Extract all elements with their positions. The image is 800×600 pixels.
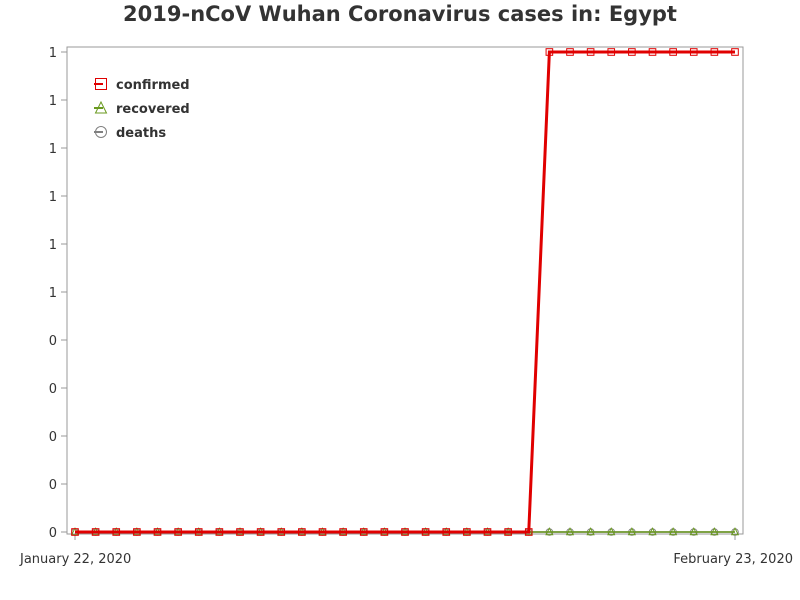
square-marker: [648, 48, 657, 56]
y-tick-label: 1: [49, 142, 57, 157]
square-marker: [194, 528, 203, 536]
square-marker: [483, 528, 492, 536]
square-marker: [669, 48, 677, 56]
y-tick-label: 0: [49, 334, 57, 349]
triangle-marker: [710, 527, 719, 536]
square-marker: [174, 528, 182, 536]
y-tick-label: 0: [49, 478, 57, 493]
y-tick-label: 1: [49, 190, 57, 205]
square-marker: [153, 528, 162, 536]
y-axis: 0 0 0 0 0 1 1 1 1 1 1: [49, 46, 67, 541]
square-marker: [298, 528, 306, 536]
chart-title: 2019-nCoV Wuhan Coronavirus cases in: Eg…: [123, 2, 677, 26]
plot-area-frame: [66, 46, 744, 535]
y-tick-label: 1: [49, 94, 57, 109]
triangle-marker: [730, 527, 740, 536]
triangle-marker: [689, 527, 698, 536]
square-marker: [236, 528, 244, 536]
square-marker: [359, 528, 368, 536]
square-marker: [421, 528, 430, 536]
square-marker: [380, 528, 389, 536]
triangle-marker: [94, 100, 108, 114]
triangle-marker: [607, 527, 616, 536]
square-marker: [277, 528, 286, 536]
y-tick-label: 0: [49, 382, 57, 397]
square-marker: [545, 48, 554, 56]
triangle-marker: [627, 527, 636, 536]
square-marker: [442, 528, 451, 536]
y-tick-label: 0: [49, 430, 57, 445]
square-marker: [318, 528, 327, 536]
triangle-marker: [648, 527, 657, 536]
square-marker: [91, 528, 100, 536]
y-tick-label: 1: [49, 286, 57, 301]
square-marker: [710, 48, 719, 56]
x-axis: January 22, 2020 February 23, 2020: [19, 534, 793, 567]
legend: confirmed recovered deaths: [94, 78, 190, 141]
square-marker: [524, 528, 533, 536]
square-marker: [71, 528, 79, 536]
circle-marker: [95, 126, 107, 138]
triangle-marker: [586, 527, 595, 536]
square-marker: [504, 528, 512, 536]
square-marker: [339, 528, 347, 536]
y-tick-label: 1: [49, 238, 57, 253]
square-marker: [256, 528, 265, 536]
square-marker: [586, 48, 595, 56]
y-tick-label: 0: [49, 526, 57, 541]
square-marker: [112, 528, 121, 536]
x-tick-label: January 22, 2020: [19, 552, 131, 567]
square-marker: [133, 528, 141, 536]
square-marker: [731, 48, 739, 56]
square-marker: [689, 48, 698, 56]
legend-swatch-confirmed: [94, 78, 107, 90]
legend-swatch-deaths: [94, 126, 107, 138]
square-marker: [463, 528, 471, 536]
series-layer: [70, 48, 740, 536]
legend-label-recovered: recovered: [116, 102, 190, 117]
square-marker: [401, 528, 409, 536]
triangle-marker: [545, 527, 554, 536]
square-marker: [215, 528, 224, 536]
legend-label-deaths: deaths: [116, 126, 166, 141]
square-marker: [95, 78, 107, 90]
legend-swatch-recovered: [94, 100, 108, 114]
series-line-confirmed: [75, 50, 735, 534]
square-marker: [566, 48, 574, 56]
square-marker: [607, 48, 616, 56]
triangle-marker: [669, 527, 678, 536]
y-tick-label: 1: [49, 46, 57, 61]
legend-label-confirmed: confirmed: [116, 78, 190, 93]
triangle-marker: [565, 527, 575, 536]
square-marker: [628, 48, 636, 56]
x-tick-label: February 23, 2020: [673, 552, 793, 567]
